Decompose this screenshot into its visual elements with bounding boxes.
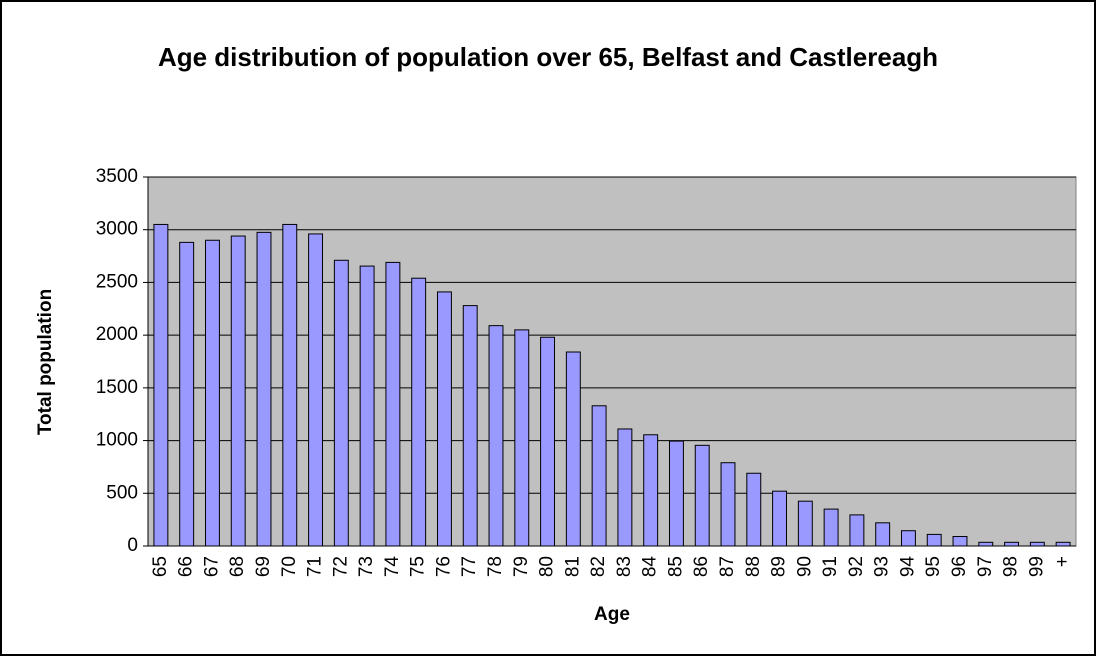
- bar: [256, 231, 272, 547]
- bar: [282, 223, 298, 547]
- bar: [359, 265, 375, 547]
- x-tick-label: 97: [975, 556, 996, 577]
- x-tick-label: 94: [897, 556, 918, 578]
- x-tick-label: 98: [1001, 556, 1022, 577]
- chart-title: Age distribution of population over 65, …: [157, 42, 939, 72]
- x-tick-label: 74: [382, 556, 403, 578]
- bar: [436, 291, 452, 547]
- bar: [926, 533, 942, 547]
- x-tick-label: +: [1052, 556, 1073, 567]
- x-tick-label: 86: [691, 556, 712, 577]
- y-axis-label: Total population: [35, 289, 56, 435]
- x-tick-label: 83: [614, 556, 635, 577]
- bar: [179, 241, 195, 547]
- bar: [1004, 541, 1020, 547]
- y-tick-label: 2000: [96, 324, 138, 345]
- x-tick-label: 66: [176, 556, 197, 577]
- bar: [900, 530, 916, 547]
- y-tick-label: 1500: [96, 377, 138, 398]
- bar: [308, 233, 324, 547]
- y-tick-label: 0: [127, 535, 138, 556]
- bar: [540, 336, 556, 547]
- x-tick-label: 95: [923, 556, 944, 577]
- x-tick-label: 72: [330, 556, 351, 577]
- bar: [514, 329, 530, 547]
- x-tick-label: 93: [872, 556, 893, 577]
- x-tick-label: 99: [1026, 556, 1047, 577]
- bar: [1055, 541, 1071, 547]
- bar: [797, 500, 813, 547]
- bar: [411, 277, 427, 547]
- x-tick-label: 77: [459, 556, 480, 577]
- bar: [643, 434, 659, 547]
- x-tick-label: 70: [279, 556, 300, 577]
- x-tick-label: 91: [820, 556, 841, 577]
- bar: [385, 261, 401, 547]
- bar: [204, 239, 220, 547]
- bar: [772, 490, 788, 547]
- bar: [875, 522, 891, 547]
- bar: [153, 223, 169, 547]
- bar: [565, 351, 581, 547]
- x-tick-label: 82: [588, 556, 609, 577]
- x-axis-label: Age: [594, 604, 630, 625]
- x-tick-label: 80: [537, 556, 558, 577]
- x-tick-label: 96: [949, 556, 970, 577]
- bar: [488, 325, 504, 547]
- x-tick-label: 68: [227, 556, 248, 577]
- bar: [333, 259, 349, 547]
- bar: [746, 472, 762, 547]
- x-tick-label: 76: [433, 556, 454, 577]
- bar: [720, 462, 736, 547]
- bar: [694, 444, 710, 547]
- y-tick-label: 500: [106, 482, 138, 503]
- y-tick-label: 3500: [96, 166, 138, 187]
- x-tick-label: 90: [794, 556, 815, 577]
- y-tick-label: 1000: [96, 430, 138, 451]
- bar: [617, 428, 633, 547]
- bar: [978, 541, 994, 547]
- x-tick-label: 84: [640, 556, 661, 578]
- bar: [668, 440, 684, 547]
- x-tick-label: 65: [150, 556, 171, 577]
- x-tick-label: 85: [665, 556, 686, 577]
- x-tick-label: 67: [201, 556, 222, 577]
- x-tick-label: 89: [769, 556, 790, 577]
- x-tick-label: 78: [485, 556, 506, 577]
- bar: [591, 405, 607, 547]
- bar: [952, 536, 968, 547]
- x-tick-label: 71: [305, 556, 326, 577]
- x-tick-label: 88: [743, 556, 764, 577]
- x-tick-label: 87: [717, 556, 738, 577]
- x-tick-label: 81: [562, 556, 583, 577]
- x-tick-label: 73: [356, 556, 377, 577]
- bar: [1029, 541, 1045, 547]
- bar: [462, 305, 478, 547]
- bar: [823, 508, 839, 547]
- bar: [849, 514, 865, 547]
- y-tick-label: 3000: [96, 219, 138, 240]
- x-tick-label: 69: [253, 556, 274, 577]
- plot-area: [147, 176, 1077, 547]
- x-tick-label: 79: [511, 556, 532, 577]
- bar: [230, 235, 246, 547]
- x-tick-label: 75: [408, 556, 429, 577]
- x-tick-label: 92: [846, 556, 867, 577]
- y-tick-label: 2500: [96, 271, 138, 292]
